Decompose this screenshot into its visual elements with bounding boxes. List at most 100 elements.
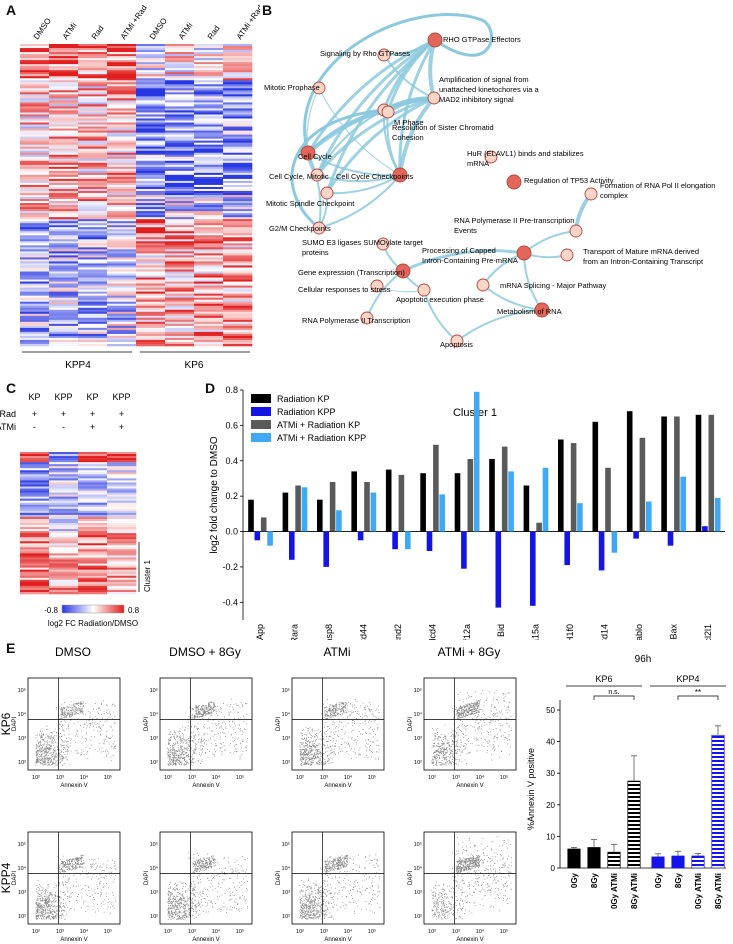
heatmap-a-cell: [136, 44, 166, 47]
flow-y-tick: 10⁵: [150, 687, 158, 694]
network-node-label: Processing of Capped: [422, 246, 496, 255]
heatmap-a-cell: [223, 303, 253, 307]
network-edge: [456, 309, 543, 342]
heatmap-c-cell: [49, 452, 79, 455]
heatmap-c-cell: [49, 490, 79, 493]
heatmap-a-cell: [78, 188, 108, 192]
heatmap-a-cell: [20, 96, 50, 99]
heatmap-a-cell: [20, 66, 50, 69]
heatmap-a-cell: [20, 257, 50, 260]
heatmap-a-cell: [165, 245, 195, 248]
flow-y-tick: 10³: [18, 890, 26, 896]
bar-atmi-radiation-kpp: [577, 503, 583, 532]
heatmap-a-cell: [136, 148, 166, 151]
heatmap-a-cell: [136, 303, 166, 307]
flow-y-tick: 10²: [414, 914, 422, 920]
heatmap-a-cell: [165, 190, 195, 194]
heatmap-a-cell: [223, 100, 253, 103]
heatmap-c-cell: [78, 541, 108, 544]
heatmap-c-cell: [20, 549, 50, 552]
heatmap-a-cell: [223, 335, 253, 339]
x-tick-label: 0Gy ATMi: [694, 873, 703, 909]
heatmap-c-cell: [49, 494, 79, 497]
heatmap-a-cell: [107, 70, 137, 73]
heatmap-c-column-label: KPP: [54, 392, 72, 402]
legend-label: ATMi + Radiation KPP: [277, 433, 366, 443]
network-node: [312, 221, 326, 235]
heatmap-a-cell: [20, 142, 50, 145]
flow-x-tick: 10³: [452, 929, 460, 935]
heatmap-a-cell: [223, 295, 253, 298]
heatmap-a-cell: [136, 180, 166, 184]
heatmap-a-cell: [49, 98, 79, 101]
heatmap-a-cell: [20, 124, 50, 127]
heatmap-a-cell: [78, 162, 108, 166]
heatmap-a-cell: [107, 122, 137, 125]
heatmap-a-cell: [223, 160, 253, 164]
heatmap-a-cell: [78, 271, 108, 274]
heatmap-a-cell: [20, 46, 50, 49]
heatmap-a-cell: [223, 68, 253, 71]
heatmap-c-cell: [78, 539, 108, 542]
heatmap-a-cell: [165, 114, 195, 117]
heatmap-a-cell: [78, 92, 108, 95]
heatmap-a-cell: [136, 275, 166, 278]
network-node-label: Regulation of TP53 Activity: [524, 176, 614, 185]
heatmap-a-cell: [49, 58, 79, 61]
heatmap-a-cell: [78, 100, 108, 103]
flow-events: [35, 700, 116, 766]
heatmap-a-cell: [223, 237, 253, 240]
heatmap-a-cell: [194, 279, 224, 282]
heatmap-a-cell: [107, 295, 137, 298]
heatmap-a-cell: [223, 76, 253, 79]
heatmap-c-cell: [78, 547, 108, 550]
heatmap-c-cell: [78, 516, 108, 520]
heatmap-a-cell: [136, 116, 166, 119]
heatmap-a-cell: [136, 160, 166, 164]
heatmap-a-cell: [194, 311, 224, 315]
heatmap-a-cell: [20, 271, 50, 274]
heatmap-a-cell: [194, 243, 224, 246]
heatmap-a-cell: [223, 231, 253, 234]
heatmap-a-cell: [136, 162, 166, 166]
heatmap-a-cell: [78, 86, 108, 89]
panel-label-e: E: [6, 640, 16, 656]
flow-y-label: DAPI: [12, 871, 18, 885]
heatmap-a-cell: [49, 321, 79, 325]
heatmap-a-cell: [194, 164, 224, 168]
heatmap-a-cell: [136, 231, 166, 234]
heatmap-a-cell: [107, 56, 137, 59]
heatmap-a-cell: [107, 172, 137, 176]
heatmap-a-cell: [194, 154, 224, 158]
heatmap-a-cell: [194, 233, 224, 236]
bar-radiation-kp: [385, 469, 392, 532]
heatmap-a-cell: [78, 114, 108, 117]
heatmap-a-cell: [165, 309, 195, 313]
heatmap-c-cell: [20, 587, 50, 591]
heatmap-a-cell: [165, 297, 195, 300]
heatmap-a-cell: [78, 160, 108, 164]
heatmap-a-cell: [107, 140, 137, 143]
heatmap-a-cell: [78, 102, 108, 105]
heatmap-a-cell: [165, 162, 195, 166]
heatmap-c-cell: [78, 462, 108, 465]
heatmap-a-cell: [107, 166, 137, 170]
heatmap-a-cell: [223, 209, 253, 212]
heatmap-a-cell: [136, 339, 166, 343]
heatmap-a-cell: [78, 84, 108, 87]
heatmap-a-cell: [165, 174, 195, 178]
heatmap-a-cell: [194, 335, 224, 339]
heatmap-a-cell: [107, 192, 137, 196]
network-edge: [315, 38, 436, 176]
heatmap-c-cell: [78, 573, 108, 577]
heatmap-c-cell: [49, 504, 79, 508]
heatmap-a-cell: [78, 205, 108, 208]
heatmap-a-cell: [78, 176, 108, 180]
heatmap-a-cell: [107, 209, 137, 212]
heatmap-a-cell: [20, 323, 50, 327]
heatmap-a-cell: [194, 76, 224, 79]
heatmap-a-cell: [20, 227, 50, 230]
chart-title: 96h: [635, 654, 652, 665]
heatmap-a-cell: [136, 164, 166, 168]
heatmap-a-cell: [49, 134, 79, 137]
